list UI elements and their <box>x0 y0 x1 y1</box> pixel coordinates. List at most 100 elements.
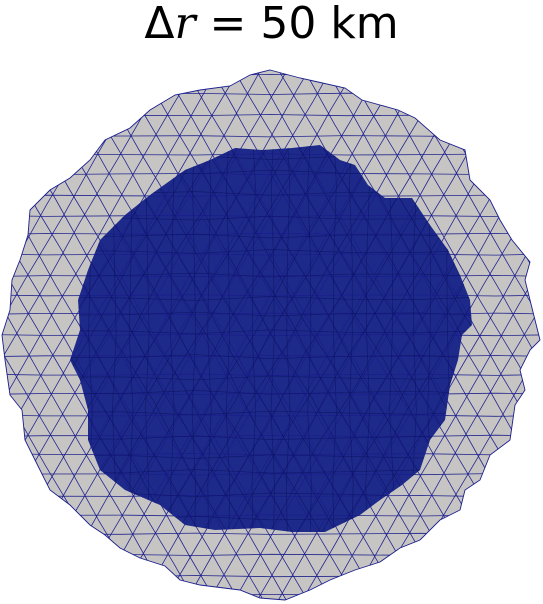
mesh-edge-line <box>70 145 472 532</box>
mesh-edge-line <box>128 145 134 532</box>
title-variable: r <box>174 0 196 49</box>
mesh-edge-line <box>70 145 448 532</box>
mesh-edge-line <box>2 153 540 156</box>
mesh-edge-line <box>70 249 472 254</box>
mesh-edge-line <box>70 516 472 521</box>
mesh-edge-line <box>169 145 472 532</box>
mesh-edge-line <box>70 190 472 196</box>
mesh-edge-line <box>2 70 377 600</box>
mesh-edge-line <box>70 145 428 532</box>
mesh-edge-line <box>2 294 540 297</box>
mesh-edge-line <box>206 145 212 532</box>
mesh-edge-line <box>202 70 540 600</box>
mesh-edge-line <box>113 145 472 532</box>
title-delta: Δ <box>144 0 175 49</box>
figure-title: Δr = 50 km <box>0 0 543 52</box>
mesh-edge-line <box>2 70 358 600</box>
mesh-edge-line <box>2 553 540 556</box>
mesh-edge-line <box>2 494 540 498</box>
mesh-edge-line <box>70 145 472 532</box>
mesh-edge-line <box>2 70 289 600</box>
mesh-edge-line <box>80 145 472 532</box>
mesh-edge-line <box>70 145 393 532</box>
mesh-edge-line <box>70 354 472 360</box>
mesh-edge-line <box>2 114 540 117</box>
mesh-edge-line <box>97 145 472 532</box>
mesh-edge-line <box>225 145 231 532</box>
mesh-edge-line <box>168 145 472 532</box>
mesh-edge-line <box>70 145 361 532</box>
mesh-edge-line <box>70 296 472 301</box>
mesh-edge-line <box>199 145 472 532</box>
mesh-edge-line <box>191 145 197 532</box>
mesh-edge-line <box>166 70 540 600</box>
mesh-edge-line <box>169 145 175 532</box>
mesh-edge-line <box>70 390 472 396</box>
mesh-edge-line <box>70 453 472 459</box>
mesh-edge-line <box>70 215 472 221</box>
mesh-edge-line <box>185 70 540 600</box>
mesh-edge-line <box>255 70 540 600</box>
mesh-edge-line <box>116 145 472 532</box>
mesh-edge-line <box>349 145 354 532</box>
mesh-edge-line <box>70 145 443 532</box>
mesh-edge-line <box>427 145 433 532</box>
mesh-edge-line <box>307 145 313 532</box>
title-rest: = 50 km <box>195 0 399 49</box>
mesh-edge-line <box>2 70 305 600</box>
mesh-edge-line <box>70 145 413 532</box>
mesh-edge-line <box>70 145 379 532</box>
mesh-edge-line <box>100 145 472 532</box>
mesh-edge-line <box>70 169 472 175</box>
mesh-edge-line <box>218 70 540 600</box>
mesh-edge-line <box>2 70 324 600</box>
mesh-edge-line <box>165 70 540 600</box>
mesh-edge-line <box>70 145 342 532</box>
mesh-edge-line <box>2 434 540 438</box>
mesh-edge-line <box>70 145 374 532</box>
mesh-edge-line <box>365 145 370 532</box>
mesh-edge-line <box>2 70 341 600</box>
mesh-edge-line <box>70 145 460 532</box>
mesh-edge-line <box>183 70 540 600</box>
mesh-edge-line <box>2 224 12 600</box>
mesh-edge-line <box>87 145 93 532</box>
mesh-edge-line <box>70 145 408 532</box>
mesh-edge-line <box>76 145 472 532</box>
mesh-edge-line <box>70 469 472 475</box>
mesh-edge-line <box>70 145 325 532</box>
mesh-edge-line <box>202 145 472 532</box>
mesh-edge-line <box>70 145 357 532</box>
mesh-edge-line <box>145 145 472 532</box>
mesh-edge-line <box>70 233 472 239</box>
outer-boundary <box>1 69 541 601</box>
mesh-edge-line <box>530 225 540 600</box>
mesh-edge-line <box>2 392 540 396</box>
mesh-edge-line <box>270 145 276 532</box>
mesh-edge-line <box>2 92 540 95</box>
mesh-edge-line <box>2 73 540 77</box>
mesh-edge-line <box>185 145 472 532</box>
mesh-edge-line <box>70 145 339 532</box>
mesh-edge-line <box>2 70 307 600</box>
mesh-edge-line <box>70 311 472 317</box>
mesh-edge-line <box>2 274 540 278</box>
mesh-edge-line <box>218 70 540 600</box>
mesh-edge-line <box>285 145 291 532</box>
mesh-edge-line <box>251 145 256 532</box>
mesh-edge-line <box>70 145 472 532</box>
mesh-edge-line <box>411 145 417 532</box>
mesh-edge-line <box>253 70 540 600</box>
mesh-edge-line <box>70 375 472 381</box>
mesh-edge-line <box>145 145 150 532</box>
mesh-edge-line <box>2 75 272 600</box>
triangular-mesh <box>1 69 541 601</box>
mesh-edge-line <box>70 155 472 160</box>
mesh-edge-line <box>235 70 540 600</box>
mesh-edge-line <box>112 145 117 532</box>
mesh-edge-line <box>2 355 540 358</box>
mesh-edge-line <box>2 70 272 596</box>
mesh-edge-line <box>389 145 394 532</box>
mesh-edge-line <box>129 145 472 532</box>
mesh-edge-line <box>530 70 540 446</box>
